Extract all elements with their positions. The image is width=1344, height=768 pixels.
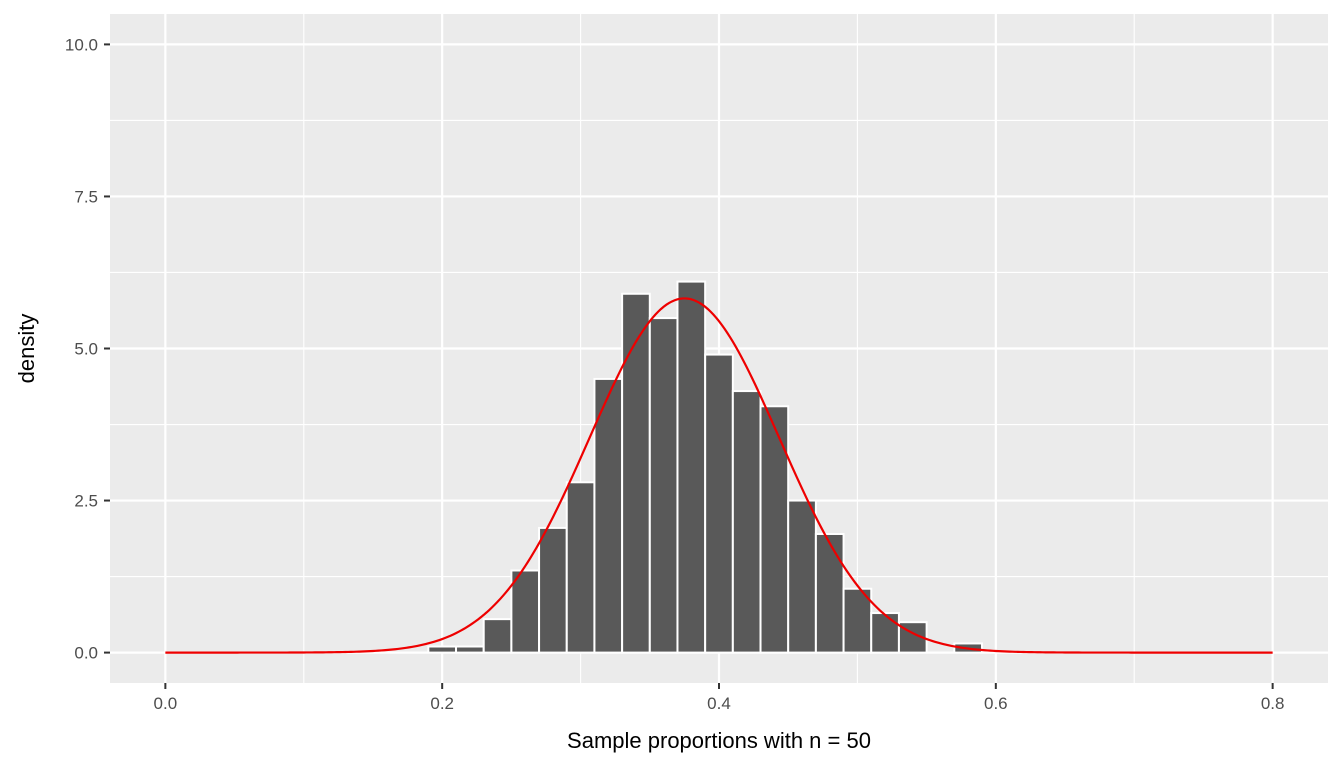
histogram-bar: [759, 405, 790, 654]
histogram-bar: [814, 532, 845, 654]
x-tick-label: 0.6: [984, 694, 1008, 713]
x-axis-title: Sample proportions with n = 50: [567, 728, 871, 753]
histogram-bar: [427, 645, 458, 654]
histogram-bar: [510, 569, 541, 654]
histogram-bars: [427, 280, 983, 654]
histogram-bar: [676, 280, 707, 654]
histogram-bar: [731, 390, 762, 654]
y-tick-label: 2.5: [74, 492, 98, 511]
normal-density-curve: [165, 297, 1273, 654]
y-tick-label: 5.0: [74, 340, 98, 359]
histogram-bar: [704, 353, 734, 654]
y-tick-label: 7.5: [74, 187, 98, 206]
histogram-bar: [648, 317, 679, 654]
y-axis-title: density: [14, 314, 39, 384]
histogram-bar: [870, 612, 900, 654]
x-tick-label: 0.8: [1261, 694, 1285, 713]
histogram-bar: [621, 292, 651, 654]
histogram-bar: [482, 618, 513, 654]
x-tick-label: 0.4: [707, 694, 731, 713]
histogram-bar: [538, 526, 568, 654]
histogram-bar: [455, 645, 485, 654]
x-axis-ticks: 0.0 0.2 0.4 0.6 0.8: [154, 683, 1285, 713]
x-tick-label: 0.2: [430, 694, 454, 713]
histogram-bar: [593, 377, 624, 654]
y-axis-ticks: 0.0 2.5 5.0 7.5 10.0: [65, 35, 110, 663]
x-tick-label: 0.0: [154, 694, 178, 713]
y-tick-label: 0.0: [74, 644, 98, 663]
y-tick-label: 10.0: [65, 35, 98, 54]
histogram-bar: [565, 481, 596, 654]
histogram-bar: [787, 499, 817, 654]
